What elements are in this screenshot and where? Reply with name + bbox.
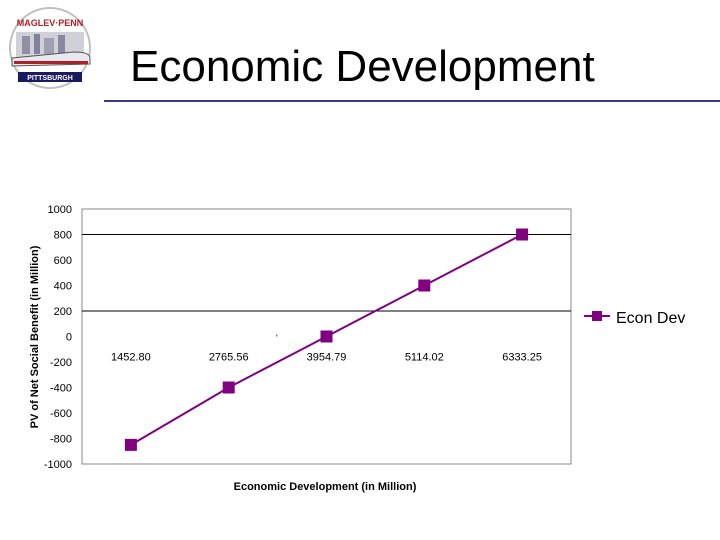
y-tick-label: 800 (54, 230, 72, 242)
legend-marker-swatch (592, 311, 602, 321)
y-tick-label: 200 (54, 306, 72, 318)
y-tick-label: -800 (50, 434, 72, 446)
x-axis-title: Economic Development (in Million) (234, 481, 417, 493)
y-tick-label: -600 (50, 408, 72, 420)
y-axis-ticks: 1000 800 600 400 200 0 -200 -400 -600 -800 -1000 (44, 204, 72, 471)
page-title: Economic Development (130, 42, 595, 91)
y-tick-label: 600 (54, 255, 72, 267)
maglev-pennsylvania-logo: MAGLEV·PENN PITTSBURGH (9, 7, 91, 89)
y-tick-label: 0 (66, 332, 72, 344)
title-divider (104, 100, 720, 102)
svg-text:MAGLEV·PENN: MAGLEV·PENN (17, 18, 84, 28)
y-tick-label: 400 (54, 281, 72, 293)
stray-tick-mark: ' (276, 333, 278, 343)
data-point-marker (418, 279, 431, 292)
data-point-marker (222, 381, 235, 394)
x-axis-tick-labels: 1452.80 2765.56 3954.79 5114.02 6333.25 (111, 352, 542, 364)
legend-label: Econ Dev (616, 310, 685, 327)
y-tick-label: -1000 (44, 459, 72, 471)
y-tick-label: -200 (50, 357, 72, 369)
x-tick-label: 3954.79 (307, 352, 347, 364)
x-tick-label: 1452.80 (111, 352, 151, 364)
grid-lines (82, 234, 571, 312)
data-point-marker (124, 438, 137, 451)
x-tick-label: 5114.02 (405, 352, 444, 364)
y-tick-label: -400 (50, 383, 72, 395)
series-markers (124, 228, 529, 451)
x-tick-label: 6333.25 (502, 352, 542, 364)
data-point-marker (516, 228, 529, 241)
legend: Econ Dev (584, 310, 685, 327)
y-tick-label: 1000 (48, 204, 72, 216)
x-tick-label: 2765.56 (209, 352, 249, 364)
svg-text:PITTSBURGH: PITTSBURGH (27, 75, 73, 82)
data-point-marker (320, 330, 333, 343)
y-axis-title: PV of Net Social Benefit (in Million) (29, 245, 41, 428)
